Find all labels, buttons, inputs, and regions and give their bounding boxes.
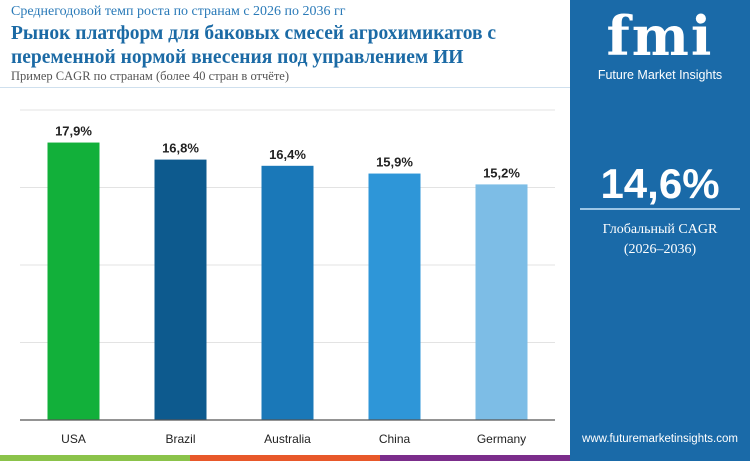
chart-note: Пример CAGR по странам (более 40 стран в… <box>11 69 290 83</box>
stripe-purple <box>380 455 570 461</box>
stripe-green <box>0 455 190 461</box>
x-tick-label: Australia <box>264 432 311 446</box>
bar-china <box>368 173 421 420</box>
data-label: 15,9% <box>376 155 413 170</box>
divider <box>580 208 740 210</box>
data-label: 15,2% <box>483 165 520 180</box>
fmi-logo: fmi <box>606 4 714 68</box>
chart-title: Рынок платформ для баковых смесей агрохи… <box>11 23 497 68</box>
website-link[interactable]: www.futuremarketinsights.com <box>582 433 738 445</box>
x-tick-label: Germany <box>477 432 526 446</box>
summary-panel: fmi Future Market Insights 14,6% Глобаль… <box>570 0 750 461</box>
bar-australia <box>261 165 314 420</box>
global-cagr-period: (2026–2036) <box>623 242 697 257</box>
data-label: 16,4% <box>269 147 306 162</box>
global-cagr-text: Глобальный CAGR <box>602 222 718 237</box>
chart-subtitle: Среднегодовой темп роста по странам с 20… <box>11 4 346 19</box>
global-cagr-label: Глобальный CAGR (2026–2036) <box>570 220 750 260</box>
data-label: 17,9% <box>55 124 92 139</box>
bar-usa <box>47 142 100 421</box>
bar-germany <box>475 184 528 420</box>
logo-subtitle: Future Market Insights <box>597 68 723 82</box>
data-label: 16,8% <box>162 141 199 156</box>
chart-area: Среднегодовой темп роста по странам с 20… <box>0 4 570 446</box>
bar-chart: 17,9% USA 16,8% Brazil 16,4% Australia 15,9% Ch… <box>20 109 555 446</box>
x-tick-label: Brazil <box>165 432 195 446</box>
x-tick-label: USA <box>61 432 86 446</box>
divider <box>0 87 570 88</box>
x-tick-label: China <box>379 432 411 446</box>
global-cagr-value: 14,6% <box>600 160 720 207</box>
bar-brazil <box>154 159 207 420</box>
stripe-orange <box>190 455 380 461</box>
